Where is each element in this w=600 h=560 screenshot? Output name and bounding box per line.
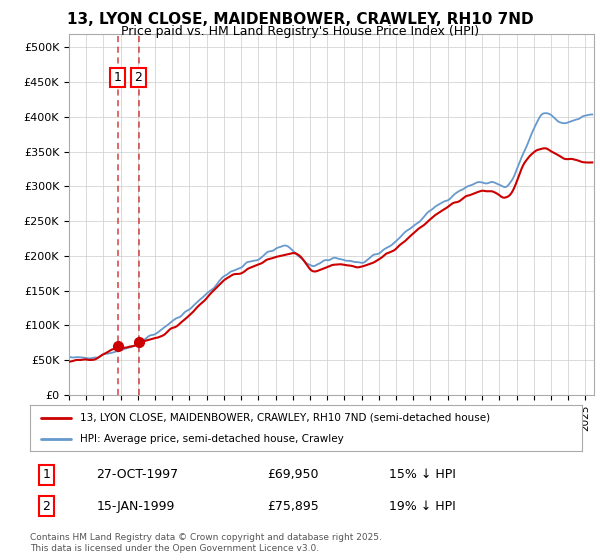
Text: £75,895: £75,895 [268, 500, 319, 513]
Text: 2: 2 [134, 71, 142, 84]
Text: Price paid vs. HM Land Registry's House Price Index (HPI): Price paid vs. HM Land Registry's House … [121, 25, 479, 38]
Text: 15% ↓ HPI: 15% ↓ HPI [389, 468, 455, 481]
Text: 27-OCT-1997: 27-OCT-1997 [96, 468, 178, 481]
Text: 1: 1 [43, 468, 50, 481]
Text: 15-JAN-1999: 15-JAN-1999 [96, 500, 175, 513]
Text: 1: 1 [113, 71, 121, 84]
Text: HPI: Average price, semi-detached house, Crawley: HPI: Average price, semi-detached house,… [80, 434, 343, 444]
Text: 13, LYON CLOSE, MAIDENBOWER, CRAWLEY, RH10 7ND (semi-detached house): 13, LYON CLOSE, MAIDENBOWER, CRAWLEY, RH… [80, 413, 490, 423]
Text: Contains HM Land Registry data © Crown copyright and database right 2025.
This d: Contains HM Land Registry data © Crown c… [30, 533, 382, 553]
Text: £69,950: £69,950 [268, 468, 319, 481]
Text: 13, LYON CLOSE, MAIDENBOWER, CRAWLEY, RH10 7ND: 13, LYON CLOSE, MAIDENBOWER, CRAWLEY, RH… [67, 12, 533, 27]
Text: 19% ↓ HPI: 19% ↓ HPI [389, 500, 455, 513]
Text: 2: 2 [43, 500, 50, 513]
